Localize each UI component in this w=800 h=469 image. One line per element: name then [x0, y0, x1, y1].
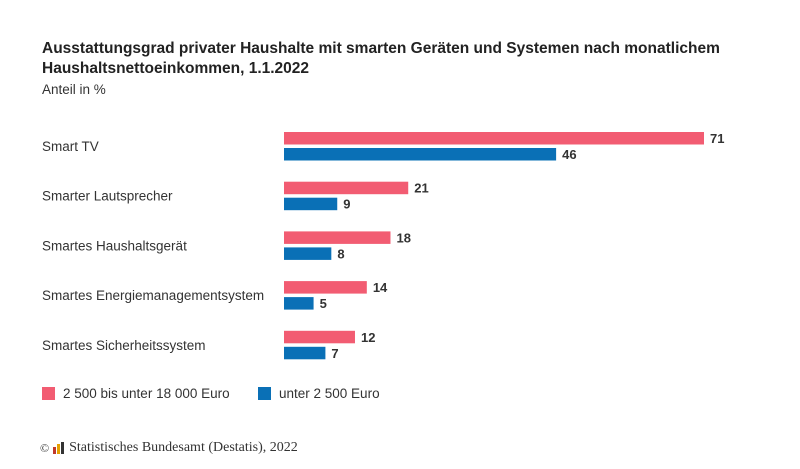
legend-item-low-income: unter 2 500 Euro — [258, 386, 380, 401]
bar — [284, 346, 326, 360]
data-label: 7 — [331, 346, 338, 361]
legend-swatch-blue — [258, 387, 271, 400]
chart-subtitle: Anteil in % — [42, 82, 106, 97]
chart-title: Ausstattungsgrad privater Haushalte mit … — [42, 40, 720, 77]
source-note: © Statistisches Bundesamt (Destatis), 20… — [40, 440, 298, 456]
data-label: 5 — [320, 296, 327, 311]
category-label: Smart TV — [42, 139, 99, 154]
bar — [284, 148, 557, 161]
destatis-logo-icon — [53, 442, 65, 454]
bar — [284, 231, 391, 244]
legend-label: unter 2 500 Euro — [279, 386, 380, 401]
category-label: Smartes Haushaltsgerät — [42, 238, 187, 253]
data-label: 12 — [361, 330, 375, 345]
bar — [284, 281, 367, 294]
legend-swatch-pink — [42, 387, 55, 400]
category-label: Smarter Lautsprecher — [42, 189, 173, 204]
bar — [284, 132, 704, 145]
data-label: 71 — [710, 131, 724, 146]
bar — [284, 197, 338, 211]
legend-item-high-income: 2 500 bis unter 18 000 Euro — [42, 386, 230, 401]
data-label: 46 — [562, 147, 576, 162]
data-label: 14 — [373, 280, 388, 295]
data-label: 8 — [337, 246, 344, 261]
bar — [284, 297, 314, 310]
legend-label: 2 500 bis unter 18 000 Euro — [63, 386, 230, 401]
bar — [284, 330, 355, 344]
data-label: 18 — [396, 230, 410, 245]
source-text: Statistisches Bundesamt (Destatis), 2022 — [69, 440, 298, 455]
category-label: Smartes Sicherheitssystem — [42, 338, 206, 353]
data-label: 9 — [343, 197, 350, 212]
bar — [284, 181, 409, 195]
bar — [284, 247, 332, 260]
category-label: Smartes Energiemanagementsystem — [42, 288, 264, 303]
copyright-symbol: © — [40, 440, 50, 455]
bar-chart: Smart TV 71 46 Smarter Lautsprecher 21 9 Smart… — [42, 131, 724, 361]
data-label: 21 — [414, 181, 428, 196]
